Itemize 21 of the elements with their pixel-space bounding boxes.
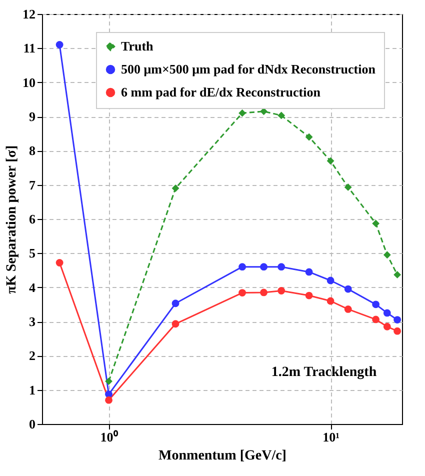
annotation: 1.2m Tracklength	[271, 365, 377, 380]
y-tick-label: 8	[29, 143, 36, 158]
y-tick-label: 10	[22, 74, 36, 90]
y-tick-label: 7	[29, 177, 36, 192]
legend-label: 6 mm pad for dE/dx Reconstruction	[121, 84, 322, 100]
legend-label: 500 μm×500 μm pad for dNdx Reconstruction	[121, 62, 376, 76]
legend-label: Truth	[121, 38, 154, 54]
y-axis-title: πK Separation power [σ]	[4, 145, 20, 294]
x-tick-label: 10¹	[322, 430, 340, 444]
x-tick-label: 10⁰	[100, 430, 118, 444]
y-tick-label: 12	[22, 6, 36, 22]
x-axis-title: Monmentum [GeV/c]	[158, 448, 286, 464]
y-tick-label: 5	[29, 246, 36, 261]
y-tick-label: 1	[29, 382, 36, 398]
y-tick-label: 0	[29, 416, 36, 432]
y-tick-label: 9	[29, 109, 36, 124]
y-tick-label: 3	[29, 314, 36, 329]
y-tick-label: 6	[29, 212, 36, 226]
y-tick-label: 4	[29, 280, 36, 295]
y-tick-label: 11	[23, 40, 36, 56]
y-tick-label: 2	[29, 348, 36, 364]
